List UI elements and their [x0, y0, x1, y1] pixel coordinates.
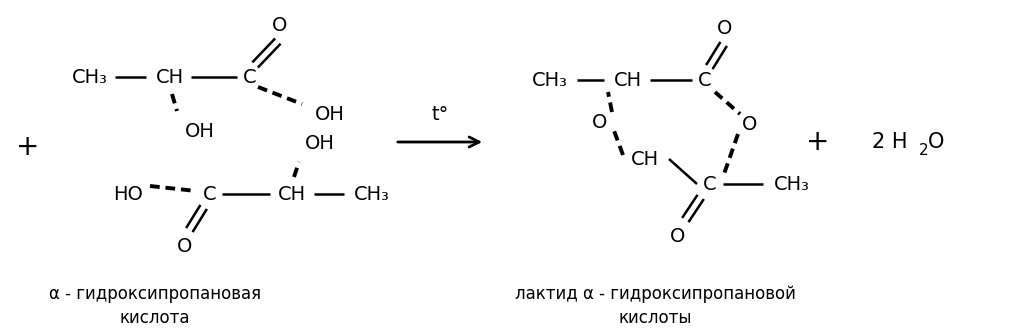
Text: CH: CH — [631, 149, 659, 169]
Text: O: O — [272, 16, 288, 35]
Text: 2 H: 2 H — [872, 132, 907, 152]
Text: C: C — [703, 175, 717, 194]
Text: C: C — [203, 185, 217, 204]
Text: CH₃: CH₃ — [72, 67, 108, 87]
Text: C: C — [698, 70, 712, 90]
Text: α - гидроксипропановая: α - гидроксипропановая — [49, 285, 261, 303]
Text: OH: OH — [315, 105, 345, 124]
Text: CH₃: CH₃ — [532, 70, 568, 90]
Text: CH: CH — [278, 185, 306, 204]
Text: лактид α - гидроксипропановой: лактид α - гидроксипропановой — [515, 285, 796, 303]
Text: CH₃: CH₃ — [774, 175, 810, 194]
Text: CH: CH — [156, 67, 184, 87]
Text: HO: HO — [113, 185, 143, 204]
Text: t°: t° — [431, 105, 449, 124]
Text: O: O — [592, 113, 607, 131]
Text: +: + — [806, 128, 829, 156]
Text: O: O — [718, 19, 733, 38]
Text: кислоты: кислоты — [618, 309, 692, 327]
Text: CH₃: CH₃ — [354, 185, 390, 204]
Text: O: O — [742, 115, 758, 133]
Text: кислота: кислота — [120, 309, 190, 327]
Text: OH: OH — [305, 133, 335, 152]
Text: 2: 2 — [919, 142, 929, 157]
Text: CH: CH — [614, 70, 642, 90]
Text: O: O — [671, 226, 686, 245]
Text: OH: OH — [185, 122, 215, 140]
Text: +: + — [16, 133, 40, 161]
Text: C: C — [243, 67, 257, 87]
Text: O: O — [177, 236, 193, 256]
Text: O: O — [928, 132, 944, 152]
